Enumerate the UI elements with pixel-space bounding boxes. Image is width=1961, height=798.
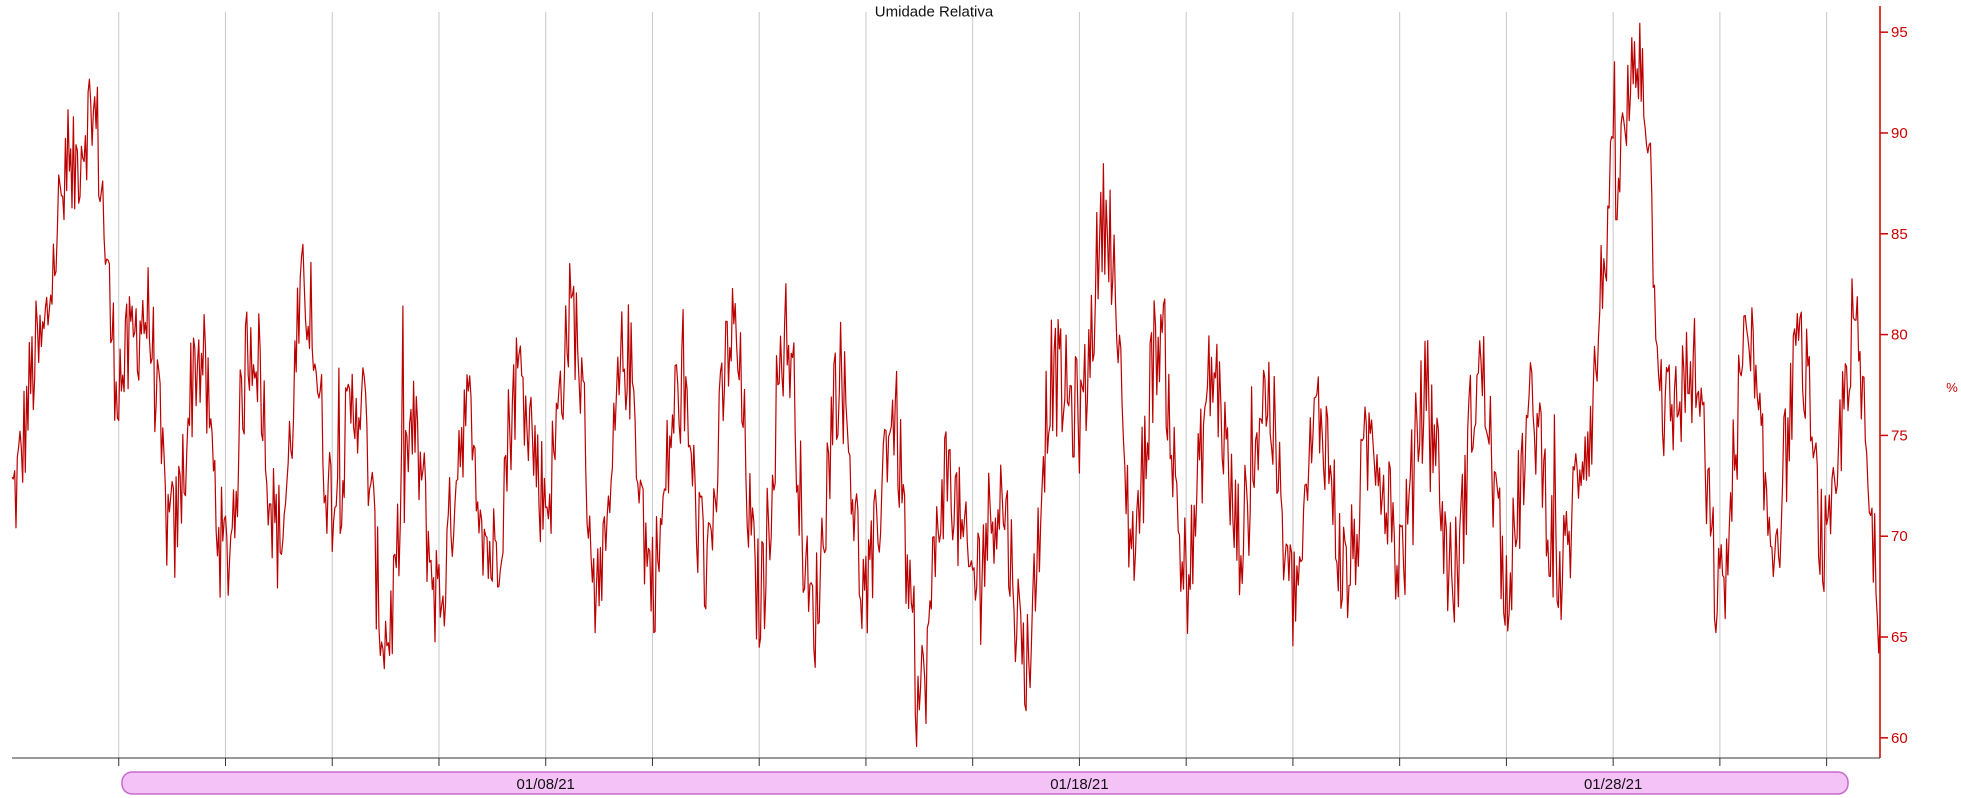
x-tick-label: 01/08/21 (517, 776, 575, 793)
y-tick-label: 85 (1891, 226, 1908, 243)
range-navigator-bar[interactable] (121, 771, 1849, 795)
y-axis-label: % (1946, 380, 1958, 395)
x-tick-labels: 01/08/21 01/18/21 01/28/21 (517, 776, 1643, 793)
series-layer (11, 22, 1881, 748)
x-tick-label: 01/18/21 (1050, 776, 1108, 793)
y-tick-label: 80 (1891, 327, 1908, 344)
y-axis: 60 65 70 75 80 85 90 95 (1879, 6, 1908, 758)
x-gridlines (118, 12, 1828, 758)
y-tick-label: 60 (1891, 730, 1908, 747)
series-line-humidity (11, 22, 1881, 748)
x-axis (12, 757, 1880, 766)
y-tick-label: 95 (1891, 24, 1908, 41)
y-tick-label: 65 (1891, 629, 1908, 646)
x-tick-label: 01/28/21 (1584, 776, 1642, 793)
y-tick-label: 70 (1891, 528, 1908, 545)
y-tick-label: 75 (1891, 427, 1908, 444)
y-tick-label: 90 (1891, 125, 1908, 142)
chart-title: Umidade Relativa (875, 3, 994, 20)
